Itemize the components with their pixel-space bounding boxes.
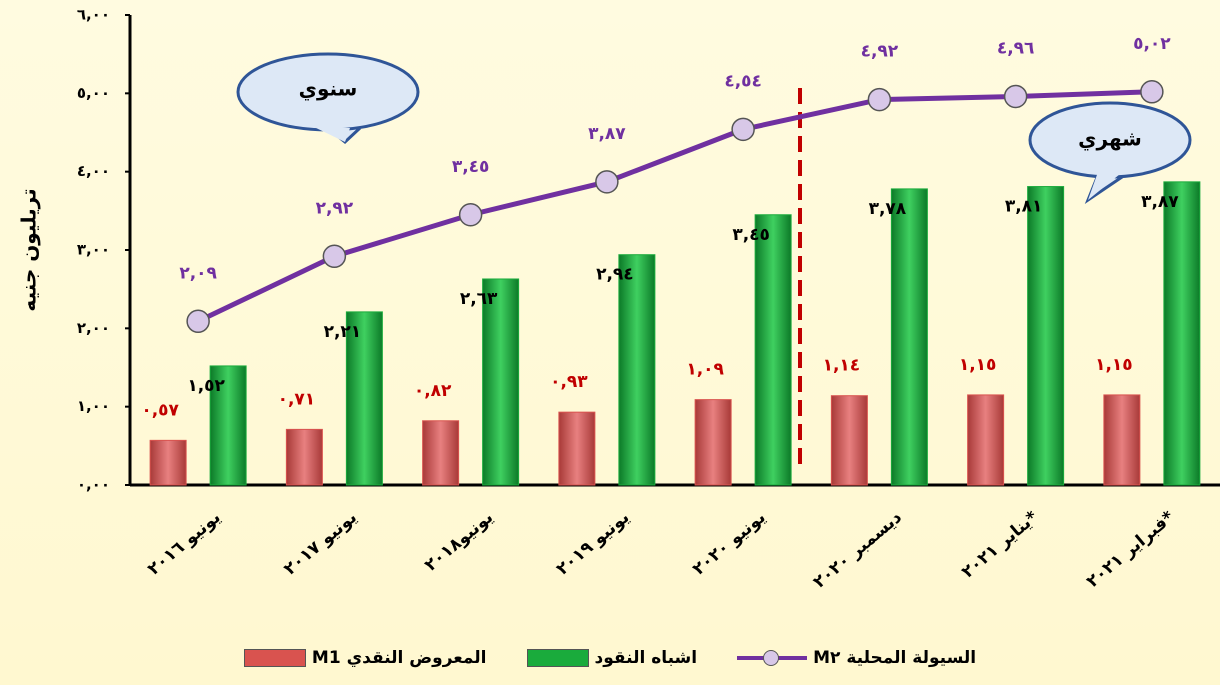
point bbox=[458, 203, 483, 227]
data-label: ٣,٤٥ bbox=[452, 157, 490, 177]
y-tick-label: ٣,٠٠ bbox=[77, 241, 110, 259]
legend-swatch bbox=[737, 650, 808, 666]
x-tick-label: يونيو ٢٠١٩ bbox=[553, 507, 634, 579]
legend-item: المعروض النقدي M1 bbox=[243, 648, 487, 668]
data-label: ٢,٠٩ bbox=[179, 263, 217, 283]
data-label: ٣,٨٧ bbox=[1141, 192, 1179, 212]
bar bbox=[890, 188, 928, 486]
point bbox=[186, 309, 210, 334]
legend-label: المعروض النقدي M1 bbox=[311, 648, 487, 668]
data-label: ١,٠٩ bbox=[686, 360, 724, 380]
bar bbox=[209, 365, 247, 486]
legend: السيولة المحلية M٢ اشباه النقود المعروض ال… bbox=[0, 648, 1220, 668]
legend-item: اشباه النقود bbox=[526, 648, 698, 668]
x-tick-label: يونيو٢٠١٨ bbox=[421, 507, 497, 575]
x-tick-label: فبراير ٢٠٢١* bbox=[1083, 507, 1178, 592]
point bbox=[1140, 80, 1164, 104]
annotation: سنوي bbox=[299, 77, 358, 102]
data-label: ١,١٥ bbox=[959, 355, 997, 375]
data-label: ١,٥٢ bbox=[187, 376, 225, 396]
data-label: ٠,٩٣ bbox=[550, 372, 588, 392]
data-label: ٣,٨١ bbox=[1005, 197, 1043, 217]
bar bbox=[149, 439, 187, 486]
data-label: ١,١٤ bbox=[823, 356, 861, 376]
data-label: ٠,٧١ bbox=[278, 389, 316, 409]
data-label: ٢,٩٤ bbox=[596, 265, 634, 285]
x-tick-label: يونيو ٢٠٢٠ bbox=[689, 507, 770, 579]
data-label: ١,١٥ bbox=[1095, 355, 1133, 375]
point bbox=[322, 244, 347, 269]
bar bbox=[285, 428, 323, 486]
x-tick-label: يناير ٢٠٢١* bbox=[958, 507, 1042, 582]
point bbox=[867, 87, 892, 112]
data-label: ٢,٢١ bbox=[324, 322, 362, 342]
bar bbox=[345, 311, 383, 486]
point bbox=[731, 117, 755, 142]
legend-label: السيولة المحلية M٢ bbox=[813, 648, 977, 668]
data-label: ٣,٧٨ bbox=[869, 199, 907, 219]
data-label: ٣,٤٥ bbox=[732, 225, 770, 245]
bar bbox=[754, 214, 792, 486]
point bbox=[1003, 84, 1028, 109]
point bbox=[595, 170, 619, 194]
legend-swatch bbox=[243, 649, 306, 667]
bar bbox=[558, 411, 596, 486]
legend-item: السيولة المحلية M٢ bbox=[737, 648, 976, 668]
x-tick-label: يونيو ٢٠١٦ bbox=[144, 507, 225, 579]
x-tick-label: ديسمبر ٢٠٢٠ bbox=[810, 507, 906, 592]
y-tick-label: ١,٠٠ bbox=[77, 397, 110, 415]
data-label: ٣,٨٧ bbox=[588, 124, 626, 144]
callout: شهري bbox=[1028, 101, 1192, 204]
data-label: ٢,٩٢ bbox=[316, 198, 354, 218]
bar bbox=[422, 420, 460, 486]
x-tick-label: يونيو ٢٠١٧ bbox=[280, 507, 361, 579]
bar bbox=[1103, 394, 1141, 486]
data-label: ٢,٦٣ bbox=[460, 289, 498, 309]
y-tick-label: ٦,٠٠ bbox=[77, 6, 110, 24]
callout: سنوي bbox=[236, 52, 420, 144]
y-axis-label: تريليون جنيه bbox=[17, 188, 41, 311]
data-label: ٤,٩٦ bbox=[997, 38, 1035, 58]
bar bbox=[694, 399, 732, 486]
data-label: ٤,٥٤ bbox=[724, 71, 762, 91]
data-label: ٤,٩٢ bbox=[861, 42, 899, 62]
data-label: ٠,٨٢ bbox=[414, 381, 452, 401]
bar bbox=[618, 254, 656, 486]
bar bbox=[830, 395, 868, 486]
chart: تريليون جنيه سنوي شهري ٠,٠٠ ١,٠٠ ٢,٠٠ ٣,٠٠ ٤… bbox=[17, 6, 1220, 593]
bar bbox=[1163, 181, 1201, 486]
y-tick-label: ٤,٠٠ bbox=[77, 162, 110, 180]
legend-label: اشباه النقود bbox=[594, 648, 698, 668]
line bbox=[197, 89, 1152, 324]
data-label: ٥,٠٢ bbox=[1133, 34, 1171, 54]
y-tick-label: ٠,٠٠ bbox=[77, 476, 110, 494]
bar bbox=[967, 394, 1005, 486]
data-label: ٠,٥٧ bbox=[141, 400, 179, 420]
legend-swatch bbox=[526, 649, 589, 667]
annotation: شهري bbox=[1078, 127, 1142, 152]
bar bbox=[1027, 186, 1065, 486]
bar bbox=[482, 278, 520, 486]
y-tick-label: ٥,٠٠ bbox=[77, 84, 110, 102]
y-tick-label: ٢,٠٠ bbox=[77, 319, 110, 337]
